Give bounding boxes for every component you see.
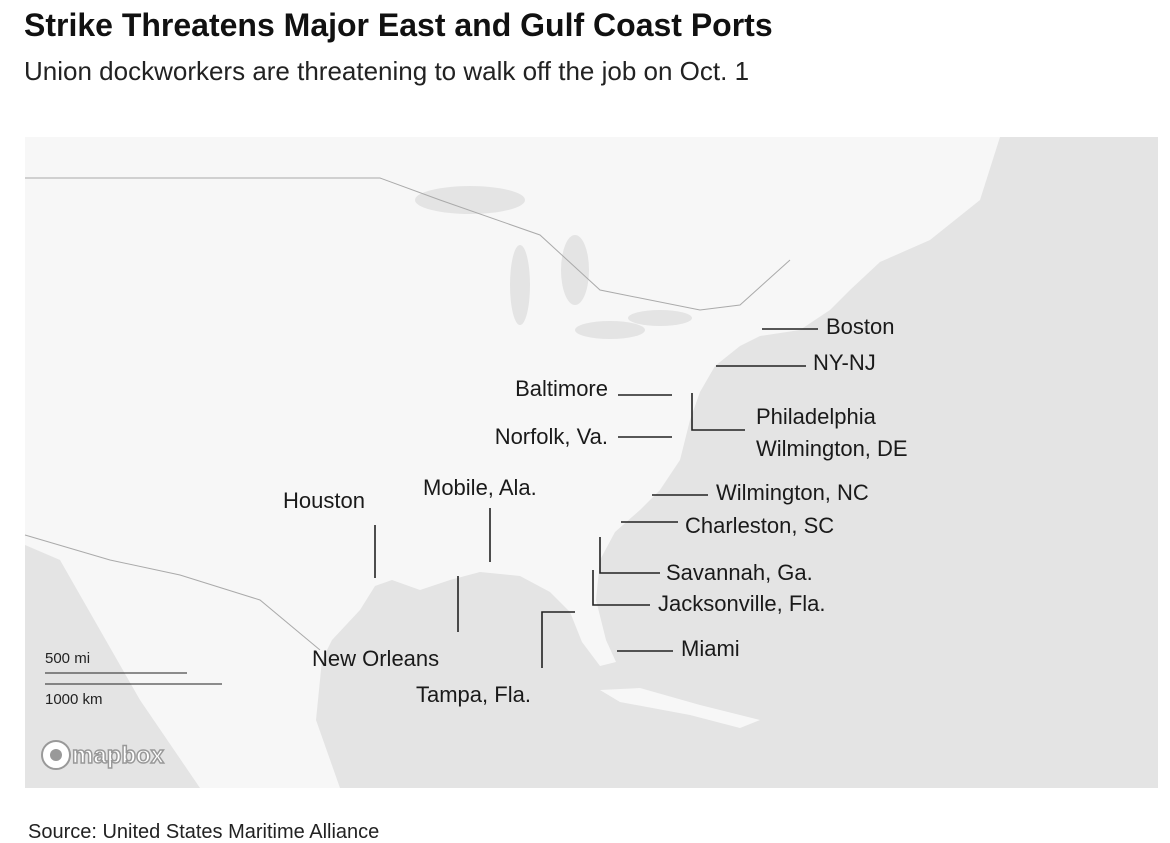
port-label: Houston [283, 488, 365, 513]
port-label: Philadelphia [756, 404, 877, 429]
port-label: Boston [826, 314, 895, 339]
scale-miles: 500 mi [45, 650, 90, 667]
scale-km: 1000 km [45, 691, 103, 708]
port-label: Charleston, SC [685, 513, 834, 538]
leaders [374, 328, 818, 668]
cuba [600, 688, 760, 728]
scale-bar: 500 mi 1000 km [45, 650, 222, 708]
port-label: Baltimore [515, 376, 608, 401]
mapbox-logo: mapbox [72, 742, 165, 769]
subtitle: Union dockworkers are threatening to wal… [24, 56, 749, 86]
attribution: mapbox [41, 740, 165, 770]
port-label: Miami [681, 636, 740, 661]
port-label: Savannah, Ga. [666, 560, 813, 585]
great-lakes [415, 186, 692, 339]
port-label: New Orleans [312, 646, 439, 671]
port-label: Norfolk, Va. [495, 424, 608, 449]
border [25, 177, 791, 311]
port-label: Tampa, Fla. [416, 682, 531, 707]
port-label: Wilmington, NC [716, 480, 869, 505]
port-label: Mobile, Ala. [423, 475, 537, 500]
source: Source: United States Maritime Alliance [28, 821, 379, 843]
port-label: Jacksonville, Fla. [658, 591, 826, 616]
land [25, 137, 1000, 788]
title: Strike Threatens Major East and Gulf Coa… [24, 7, 773, 43]
map: Boston NY-NJ Baltimore Norfolk, Va. Phil… [24, 137, 1158, 788]
port-label: NY-NJ [813, 350, 876, 375]
border [24, 534, 321, 651]
port-labels: Boston NY-NJ Baltimore Norfolk, Va. Phil… [283, 314, 908, 707]
port-label: Wilmington, DE [756, 436, 908, 461]
